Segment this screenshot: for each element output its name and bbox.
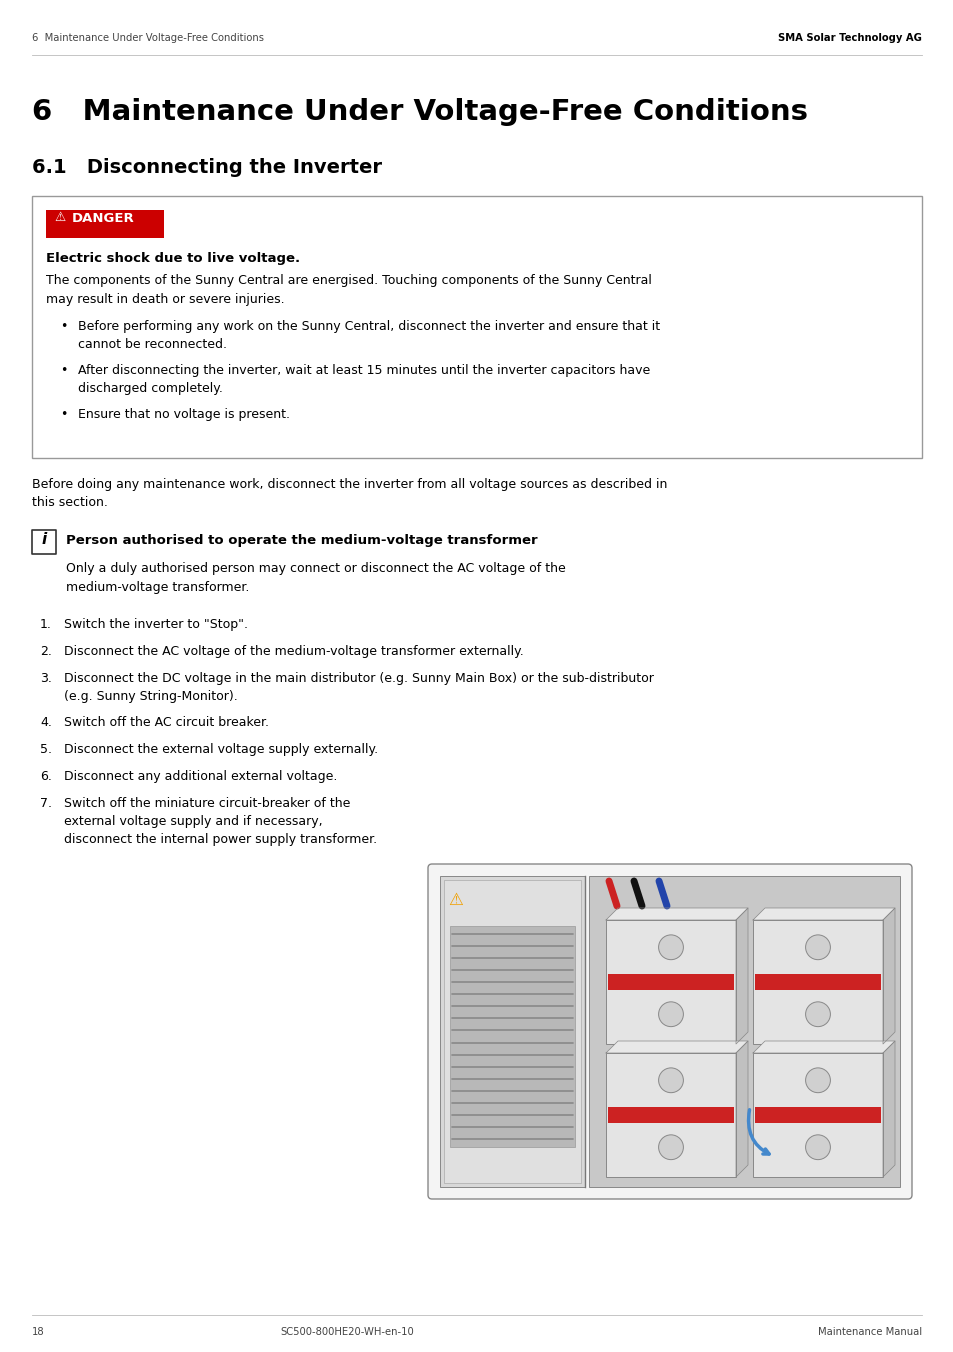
Text: Disconnect the DC voltage in the main distributor (e.g. Sunny Main Box) or the s: Disconnect the DC voltage in the main di… [64, 672, 653, 703]
Text: ⚠: ⚠ [54, 211, 65, 224]
Text: •: • [60, 408, 68, 420]
Bar [450, 926, 575, 1146]
Text: Switch off the miniature circuit-breaker of the
external voltage supply and if n: Switch off the miniature circuit-breaker… [64, 796, 376, 846]
Bar [754, 973, 880, 990]
Circle shape [658, 1002, 682, 1026]
Circle shape [804, 1134, 829, 1160]
Text: SC500-800HE20-WH-en-10: SC500-800HE20-WH-en-10 [280, 1328, 414, 1337]
Text: ⚠: ⚠ [448, 891, 462, 909]
Circle shape [658, 934, 682, 960]
Polygon shape [605, 1041, 747, 1053]
Text: 5.: 5. [40, 744, 52, 756]
Polygon shape [752, 1041, 894, 1053]
Text: Ensure that no voltage is present.: Ensure that no voltage is present. [78, 408, 290, 420]
Text: 18: 18 [32, 1328, 45, 1337]
Text: 6.1   Disconnecting the Inverter: 6.1 Disconnecting the Inverter [32, 158, 381, 177]
Text: Switch the inverter to "Stop".: Switch the inverter to "Stop". [64, 618, 248, 631]
Bar [46, 210, 164, 238]
Text: Disconnect the external voltage supply externally.: Disconnect the external voltage supply e… [64, 744, 377, 756]
Bar [607, 1107, 733, 1124]
Text: The components of the Sunny Central are energised. Touching components of the Su: The components of the Sunny Central are … [46, 274, 651, 306]
Text: Disconnect any additional external voltage.: Disconnect any additional external volta… [64, 771, 337, 783]
Text: 6  Maintenance Under Voltage-Free Conditions: 6 Maintenance Under Voltage-Free Conditi… [32, 32, 264, 43]
Text: 1.: 1. [40, 618, 51, 631]
Polygon shape [735, 909, 747, 1044]
Circle shape [804, 1002, 829, 1026]
Text: •: • [60, 320, 68, 333]
Circle shape [804, 934, 829, 960]
Text: Person authorised to operate the medium-voltage transformer: Person authorised to operate the medium-… [66, 534, 537, 548]
Polygon shape [882, 909, 894, 1044]
FancyBboxPatch shape [428, 864, 911, 1199]
Text: Before doing any maintenance work, disconnect the inverter from all voltage sour: Before doing any maintenance work, disco… [32, 479, 667, 510]
Bar [32, 196, 921, 458]
Text: After disconnecting the inverter, wait at least 15 minutes until the inverter ca: After disconnecting the inverter, wait a… [78, 364, 650, 395]
Text: i: i [41, 531, 47, 548]
Text: 6   Maintenance Under Voltage-Free Conditions: 6 Maintenance Under Voltage-Free Conditi… [32, 97, 807, 126]
Polygon shape [735, 1041, 747, 1178]
Bar [605, 1053, 735, 1178]
Bar [754, 1107, 880, 1124]
Circle shape [658, 1068, 682, 1092]
Text: SMA Solar Technology AG: SMA Solar Technology AG [778, 32, 921, 43]
Text: Before performing any work on the Sunny Central, disconnect the inverter and ens: Before performing any work on the Sunny … [78, 320, 659, 352]
Text: 2.: 2. [40, 645, 51, 658]
Bar [32, 530, 56, 554]
Text: Switch off the AC circuit breaker.: Switch off the AC circuit breaker. [64, 717, 269, 729]
Bar [752, 1053, 882, 1178]
Text: 7.: 7. [40, 796, 52, 810]
Text: 3.: 3. [40, 672, 51, 685]
Bar [439, 876, 584, 1187]
Text: Maintenance Manual: Maintenance Manual [817, 1328, 921, 1337]
Text: Electric shock due to live voltage.: Electric shock due to live voltage. [46, 251, 300, 265]
Bar [605, 919, 735, 1044]
Circle shape [658, 1134, 682, 1160]
Bar [752, 919, 882, 1044]
Circle shape [804, 1068, 829, 1092]
Text: Only a duly authorised person may connect or disconnect the AC voltage of the
me: Only a duly authorised person may connec… [66, 562, 565, 594]
Polygon shape [752, 909, 894, 919]
Text: DANGER: DANGER [71, 212, 134, 224]
Text: 4.: 4. [40, 717, 51, 729]
Text: Disconnect the AC voltage of the medium-voltage transformer externally.: Disconnect the AC voltage of the medium-… [64, 645, 523, 658]
Polygon shape [605, 909, 747, 919]
Bar [588, 876, 899, 1187]
Bar [443, 880, 580, 1183]
Text: •: • [60, 364, 68, 377]
Bar [607, 973, 733, 990]
Text: 6.: 6. [40, 771, 51, 783]
Polygon shape [882, 1041, 894, 1178]
